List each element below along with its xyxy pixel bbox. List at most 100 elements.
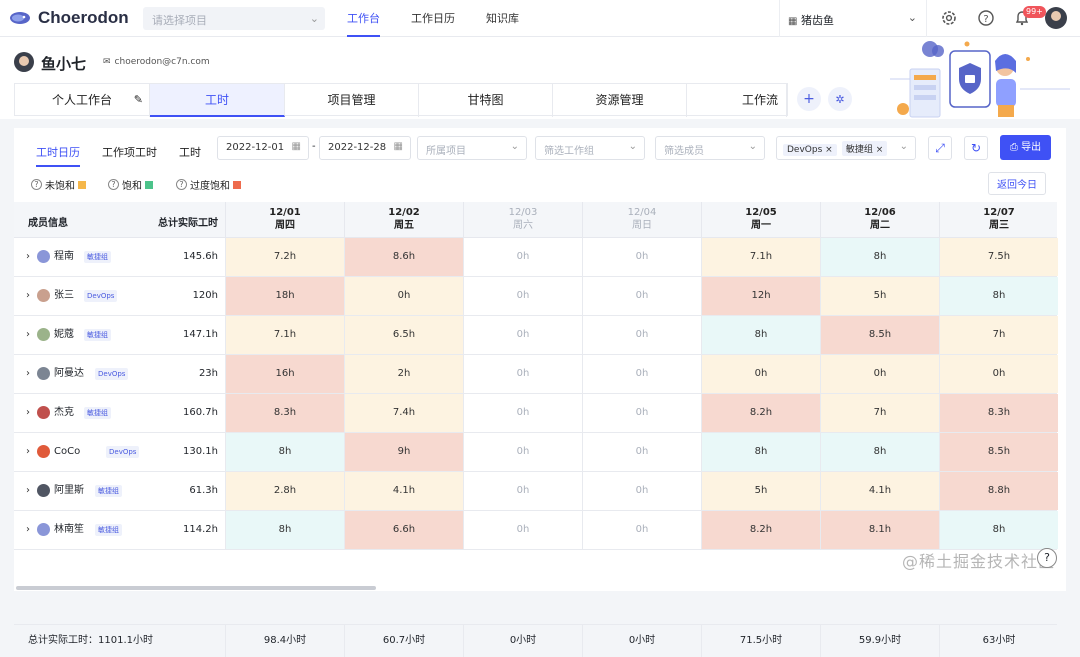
expand-chevron-icon[interactable]: › — [26, 485, 30, 496]
hours-cell[interactable]: 8.5h — [939, 433, 1058, 471]
question-icon[interactable]: ? — [31, 179, 42, 190]
fullscreen-button[interactable]: ⤢ — [928, 136, 952, 160]
hours-cell[interactable]: 0h — [463, 238, 582, 276]
hours-cell[interactable]: 0h — [463, 355, 582, 393]
hours-cell[interactable]: 6.5h — [344, 316, 463, 354]
hours-cell[interactable]: 0h — [582, 355, 701, 393]
hours-cell[interactable]: 0h — [582, 472, 701, 510]
hours-cell[interactable]: 5h — [820, 277, 939, 315]
logo[interactable]: Choerodon — [8, 8, 129, 28]
hours-cell[interactable]: 8h — [820, 238, 939, 276]
hours-cell[interactable]: 8.1h — [820, 511, 939, 549]
hours-cell[interactable]: 7.1h — [225, 316, 344, 354]
tab-personal-workbench[interactable]: 个人工作台 ✎ — [15, 84, 150, 117]
tab-resource-management[interactable]: 资源管理 — [553, 84, 687, 117]
hours-cell[interactable]: 8.5h — [820, 316, 939, 354]
project-filter[interactable]: 所属项目 ⌄ — [417, 136, 527, 160]
project-select[interactable]: 请选择项目 ⌄ — [143, 7, 325, 30]
hours-cell[interactable]: 8.2h — [701, 394, 820, 432]
hours-cell[interactable]: 0h — [463, 316, 582, 354]
hours-cell[interactable]: 0h — [820, 355, 939, 393]
hours-cell[interactable]: 5h — [701, 472, 820, 510]
hours-cell[interactable]: 8h — [225, 433, 344, 471]
help-icon[interactable]: ? — [977, 9, 995, 27]
close-icon[interactable]: × — [825, 145, 833, 155]
hours-cell[interactable]: 9h — [344, 433, 463, 471]
tab-settings-button[interactable]: ✲ — [828, 87, 852, 111]
expand-chevron-icon[interactable]: › — [26, 407, 30, 418]
hours-cell[interactable]: 2h — [344, 355, 463, 393]
expand-chevron-icon[interactable]: › — [26, 251, 30, 262]
export-button[interactable]: ⎙ 导出 — [1000, 135, 1051, 160]
tab-gantt[interactable]: 甘特图 — [419, 84, 553, 117]
tab-work-hours[interactable]: 工时 — [150, 84, 285, 117]
end-date-field[interactable]: 2022-12-28 ▦ — [319, 136, 411, 160]
refresh-button[interactable]: ↻ — [964, 136, 988, 160]
hours-cell[interactable]: 0h — [463, 277, 582, 315]
hours-cell[interactable]: 7h — [820, 394, 939, 432]
expand-chevron-icon[interactable]: › — [26, 524, 30, 535]
hours-cell[interactable]: 8.3h — [939, 394, 1058, 432]
hours-cell[interactable]: 0h — [463, 472, 582, 510]
expand-chevron-icon[interactable]: › — [26, 329, 30, 340]
back-to-today-button[interactable]: 返回今日 — [988, 172, 1046, 195]
team-tag-filter[interactable]: DevOps × 敏捷组 × ⌄ — [776, 136, 916, 160]
hours-cell[interactable]: 4.1h — [820, 472, 939, 510]
user-avatar[interactable] — [1045, 7, 1067, 29]
hours-cell[interactable]: 8.3h — [225, 394, 344, 432]
nav-workbench[interactable]: 工作台 — [347, 0, 380, 37]
horizontal-scrollbar[interactable] — [16, 586, 376, 590]
hours-cell[interactable]: 7.1h — [701, 238, 820, 276]
hours-cell[interactable]: 8h — [701, 433, 820, 471]
question-icon[interactable]: ? — [176, 179, 187, 190]
hours-cell[interactable]: 8h — [939, 277, 1058, 315]
hours-cell[interactable]: 8.2h — [701, 511, 820, 549]
hours-cell[interactable]: 7.2h — [225, 238, 344, 276]
hours-cell[interactable]: 8h — [939, 511, 1058, 549]
nav-work-calendar[interactable]: 工作日历 — [411, 12, 455, 25]
hours-cell[interactable]: 16h — [225, 355, 344, 393]
hours-cell[interactable]: 0h — [701, 355, 820, 393]
hours-cell[interactable]: 7h — [939, 316, 1058, 354]
group-filter[interactable]: 筛选工作组 ⌄ — [535, 136, 645, 160]
hours-cell[interactable]: 0h — [582, 316, 701, 354]
hours-cell[interactable]: 0h — [344, 277, 463, 315]
expand-chevron-icon[interactable]: › — [26, 368, 30, 379]
hours-cell[interactable]: 7.4h — [344, 394, 463, 432]
hours-cell[interactable]: 2.8h — [225, 472, 344, 510]
hours-cell[interactable]: 0h — [582, 394, 701, 432]
start-date-field[interactable]: 2022-12-01 ▦ — [217, 136, 309, 160]
hours-cell[interactable]: 0h — [939, 355, 1058, 393]
hours-cell[interactable]: 0h — [463, 394, 582, 432]
edit-icon[interactable]: ✎ — [133, 93, 143, 106]
hours-cell[interactable]: 0h — [463, 433, 582, 471]
tab-project-management[interactable]: 项目管理 — [285, 84, 419, 117]
gear-icon[interactable] — [940, 9, 958, 27]
hours-cell[interactable]: 8.6h — [344, 238, 463, 276]
hours-cell[interactable]: 8.8h — [939, 472, 1058, 510]
help-float-button[interactable]: ? — [1037, 548, 1057, 568]
hours-cell[interactable]: 0h — [582, 511, 701, 549]
hours-cell[interactable]: 18h — [225, 277, 344, 315]
org-select[interactable]: ▦ 猪齿鱼 ⌄ — [779, 0, 927, 37]
expand-chevron-icon[interactable]: › — [26, 290, 30, 301]
bell-icon[interactable] — [1013, 9, 1031, 27]
hours-cell[interactable]: 8h — [701, 316, 820, 354]
subtab-hours[interactable]: 工时 — [179, 146, 201, 159]
add-tab-button[interactable]: + — [797, 87, 821, 111]
hours-cell[interactable]: 7.5h — [939, 238, 1058, 276]
hours-cell[interactable]: 8h — [820, 433, 939, 471]
close-icon[interactable]: × — [875, 145, 884, 155]
expand-chevron-icon[interactable]: › — [26, 446, 30, 457]
subtab-issue-hours[interactable]: 工作项工时 — [102, 146, 157, 159]
subtab-work-calendar[interactable]: 工时日历 — [36, 144, 80, 167]
hours-cell[interactable]: 0h — [582, 277, 701, 315]
hours-cell[interactable]: 0h — [463, 511, 582, 549]
tab-workflow[interactable]: 工作流 — [687, 84, 787, 117]
hours-cell[interactable]: 4.1h — [344, 472, 463, 510]
hours-cell[interactable]: 8h — [225, 511, 344, 549]
hours-cell[interactable]: 6.6h — [344, 511, 463, 549]
question-icon[interactable]: ? — [108, 179, 119, 190]
member-filter[interactable]: 筛选成员 ⌄ — [655, 136, 765, 160]
nav-knowledge-base[interactable]: 知识库 — [486, 12, 519, 25]
